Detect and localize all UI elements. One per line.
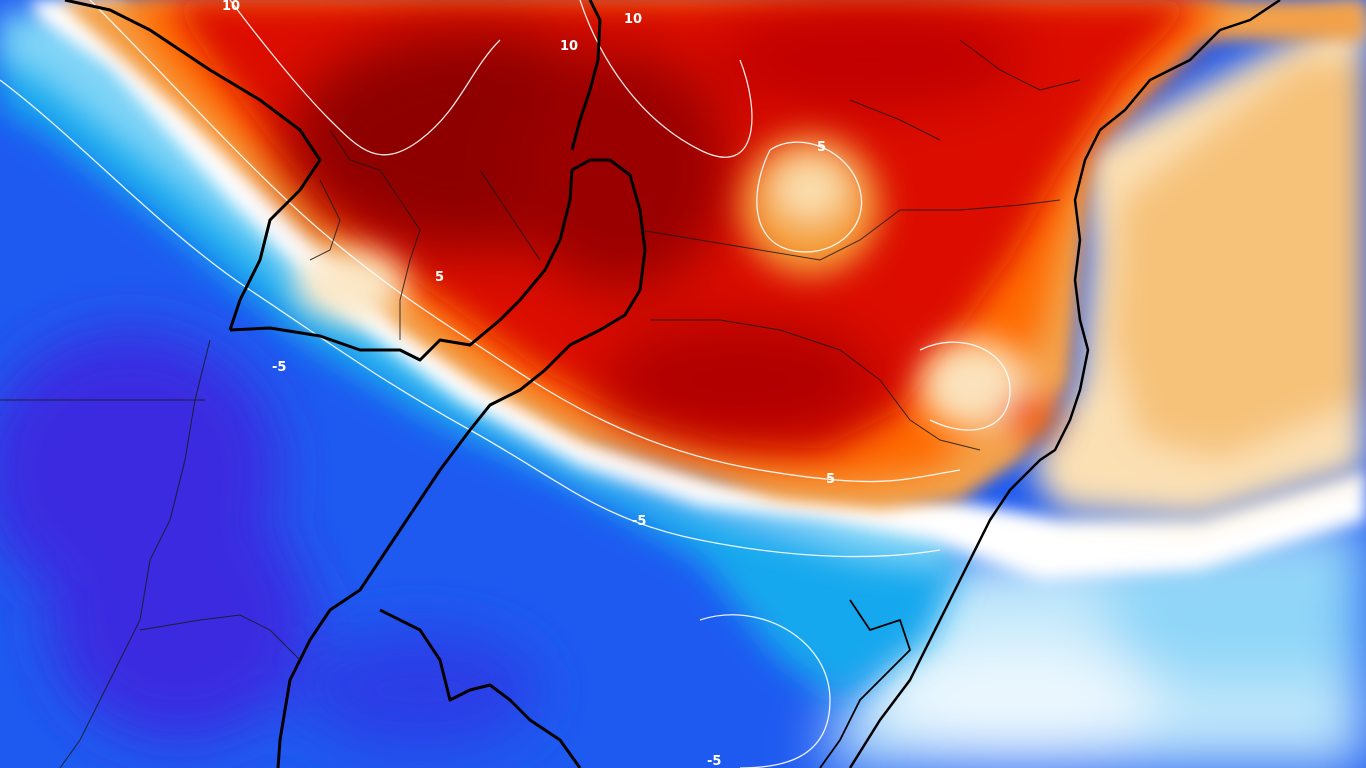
isotherm-contours bbox=[0, 0, 1011, 768]
contour-labels: 10 10 10 5 5 5 -5 -5 -5 bbox=[222, 0, 835, 768]
contour-label: -5 bbox=[707, 754, 721, 768]
ocean-cool-field bbox=[820, 520, 1366, 768]
contour-label: -5 bbox=[272, 360, 286, 375]
state-borders bbox=[0, 39, 1081, 768]
coastline bbox=[819, 0, 1281, 768]
contour-label: 10 bbox=[560, 39, 578, 54]
interior-warm-patches bbox=[295, 135, 1058, 439]
contour-label: 10 bbox=[624, 12, 642, 27]
contour-label: 5 bbox=[817, 140, 826, 155]
contour-label: 5 bbox=[826, 472, 835, 487]
country-borders bbox=[64, 0, 647, 768]
warm-pale-field bbox=[1030, 0, 1366, 520]
warm-deep-field bbox=[290, 10, 1030, 440]
contour-label: 10 bbox=[222, 0, 240, 14]
contour-label: 5 bbox=[435, 270, 444, 285]
contour-label: -5 bbox=[632, 514, 646, 529]
